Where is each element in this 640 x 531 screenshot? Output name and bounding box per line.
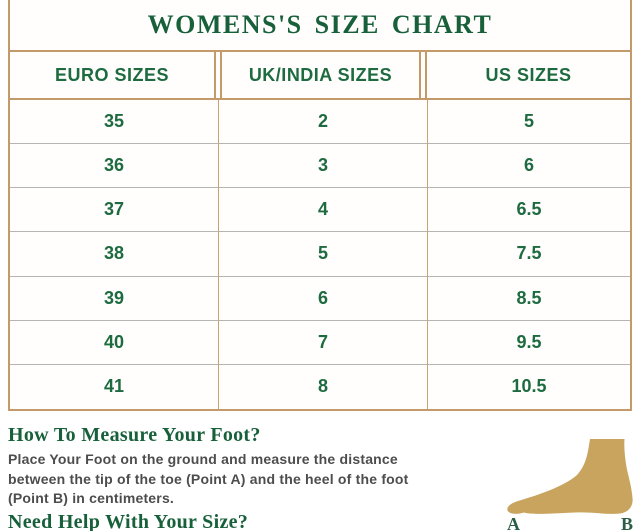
table-cell-uk: 8 — [219, 364, 428, 409]
need-help-heading: Need Help With Your Size? — [8, 511, 249, 531]
table-cell-uk: 6 — [219, 276, 428, 321]
table-body: 35 2 5 36 3 6 37 4 6.5 38 5 7.5 39 6 8.5… — [10, 100, 630, 409]
column-header-uk-india-sizes: UK/INDIA SIZES — [220, 52, 421, 98]
table-cell-us: 6.5 — [428, 188, 630, 233]
table-cell-us: 9.5 — [428, 321, 630, 365]
table-cell-euro: 41 — [10, 364, 219, 409]
table-cell-uk: 5 — [219, 232, 428, 277]
table-cell-uk: 3 — [219, 144, 428, 189]
table-cell-us: 5 — [428, 100, 630, 145]
measure-instructions-text: Place Your Foot on the ground and measur… — [8, 451, 409, 506]
table-cell-uk: 2 — [219, 100, 428, 145]
table-title: WOMENS'S SIZE CHART — [10, 0, 630, 52]
table-cell-euro: 35 — [10, 100, 219, 145]
table-cell-uk: 7 — [219, 320, 428, 365]
table-cell-us: 8.5 — [428, 277, 630, 321]
table-cell-euro: 40 — [10, 320, 219, 365]
foot-icon — [507, 439, 633, 514]
table-cell-euro: 38 — [10, 232, 219, 277]
table-cell-euro: 37 — [10, 188, 219, 233]
table-cell-us: 7.5 — [428, 232, 630, 277]
table-cell-us: 10.5 — [511, 376, 547, 397]
point-a-label: A — [507, 514, 520, 531]
table-cell-euro: 36 — [10, 144, 219, 189]
table-cell-euro: 39 — [10, 276, 219, 321]
table-header-row: EURO SIZES UK/INDIA SIZES US SIZES — [10, 52, 630, 100]
column-header-euro-sizes: EURO SIZES — [10, 52, 216, 98]
size-chart-table: WOMENS'S SIZE CHART EURO SIZES UK/INDIA … — [8, 0, 632, 411]
foot-measurement-diagram: A B — [504, 437, 636, 531]
column-header-us-sizes: US SIZES — [425, 52, 630, 98]
table-cell-uk: 4 — [219, 188, 428, 233]
point-b-label: B — [621, 514, 634, 531]
table-cell-us: 6 — [428, 144, 630, 189]
how-to-measure-heading: How To Measure Your Foot? — [8, 424, 261, 446]
